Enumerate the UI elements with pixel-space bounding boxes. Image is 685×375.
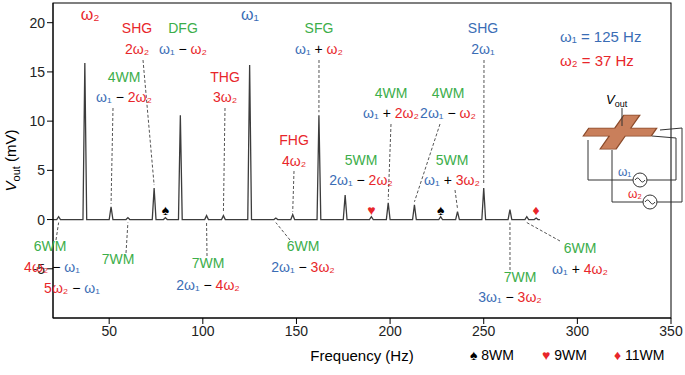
svg-text:2ω₁ − 2ω₂: 2ω₁ − 2ω₂ [329, 172, 393, 188]
svg-text:7WM: 7WM [102, 251, 135, 267]
svg-text:5ω₂ − ω₁: 5ω₂ − ω₁ [44, 280, 100, 296]
svg-text:3ω₂: 3ω₂ [213, 89, 237, 105]
svg-text:4ω₂: 4ω₂ [282, 153, 306, 169]
svg-text:2ω₁ − 4ω₂: 2ω₁ − 4ω₂ [176, 277, 240, 293]
svg-text:ω₂ = 37 Hz: ω₂ = 37 Hz [560, 52, 634, 69]
svg-text:7WM: 7WM [192, 255, 225, 271]
svg-text:4WM: 4WM [375, 85, 408, 101]
svg-text:♦ 11WM: ♦ 11WM [614, 347, 664, 363]
svg-text:6WM: 6WM [287, 238, 320, 254]
svg-text:3ω₁ − 3ω₂: 3ω₁ − 3ω₂ [478, 289, 542, 305]
svg-text:5WM: 5WM [436, 152, 469, 168]
svg-text:5: 5 [37, 162, 45, 178]
svg-text:♠: ♠ [162, 202, 170, 218]
svg-text:ω₁ − 2ω₂: ω₁ − 2ω₂ [96, 89, 152, 105]
svg-text:♠ 8WM: ♠ 8WM [470, 347, 514, 363]
svg-text:250: 250 [472, 323, 496, 339]
svg-text:10: 10 [29, 113, 45, 129]
svg-text:20: 20 [29, 15, 45, 31]
svg-text:4WM: 4WM [108, 69, 141, 85]
svg-text:15: 15 [29, 64, 45, 80]
svg-text:Frequency (Hz): Frequency (Hz) [310, 347, 413, 364]
svg-text:4ω₂ − ω₁: 4ω₂ − ω₁ [24, 259, 80, 275]
svg-text:Vout: Vout [606, 92, 628, 109]
svg-text:6WM: 6WM [34, 238, 67, 254]
svg-text:300: 300 [566, 323, 590, 339]
svg-text:ω₁ + 3ω₂: ω₁ + 3ω₂ [424, 172, 480, 188]
svg-text:ω₁ − ω₂: ω₁ − ω₂ [159, 41, 207, 57]
svg-text:ω₁ + 2ω₂: ω₁ + 2ω₂ [363, 105, 419, 121]
svg-text:FHG: FHG [279, 132, 309, 148]
svg-text:♥ 9WM: ♥ 9WM [542, 347, 587, 363]
svg-text:Vout (mV): Vout (mV) [2, 130, 22, 192]
svg-text:SHG: SHG [122, 20, 152, 36]
svg-text:SHG: SHG [468, 20, 498, 36]
svg-text:100: 100 [191, 323, 215, 339]
svg-text:2ω₁ − 3ω₂: 2ω₁ − 3ω₂ [271, 259, 335, 275]
svg-text:ω₁: ω₁ [241, 6, 259, 23]
svg-text:DFG: DFG [168, 20, 198, 36]
svg-text:ω₁ + 4ω₂: ω₁ + 4ω₂ [552, 261, 608, 277]
svg-text:2ω₁ − ω₂: 2ω₁ − ω₂ [420, 105, 476, 121]
svg-text:6WM: 6WM [564, 240, 597, 256]
svg-text:♥: ♥ [367, 202, 375, 218]
svg-text:♦: ♦ [533, 202, 540, 218]
svg-text:ω₁ + ω₂: ω₁ + ω₂ [295, 41, 343, 57]
svg-text:350: 350 [659, 323, 683, 339]
svg-text:150: 150 [285, 323, 309, 339]
svg-text:-5: -5 [33, 261, 46, 277]
svg-text:THG: THG [210, 69, 240, 85]
svg-text:ω₁: ω₁ [618, 165, 631, 179]
svg-text:SFG: SFG [305, 20, 334, 36]
svg-text:0: 0 [37, 212, 45, 228]
svg-text:ω₂: ω₂ [81, 6, 100, 23]
svg-text:4WM: 4WM [432, 85, 465, 101]
svg-text:♠: ♠ [437, 202, 445, 218]
svg-text:2ω₁: 2ω₁ [471, 41, 495, 57]
svg-text:7WM: 7WM [504, 269, 537, 285]
svg-text:ω₁ = 125 Hz: ω₁ = 125 Hz [560, 28, 641, 45]
svg-text:5WM: 5WM [345, 152, 378, 168]
svg-text:ω₂: ω₂ [628, 187, 642, 201]
svg-text:200: 200 [378, 323, 402, 339]
svg-text:2ω₂: 2ω₂ [125, 41, 149, 57]
svg-text:50: 50 [101, 323, 117, 339]
